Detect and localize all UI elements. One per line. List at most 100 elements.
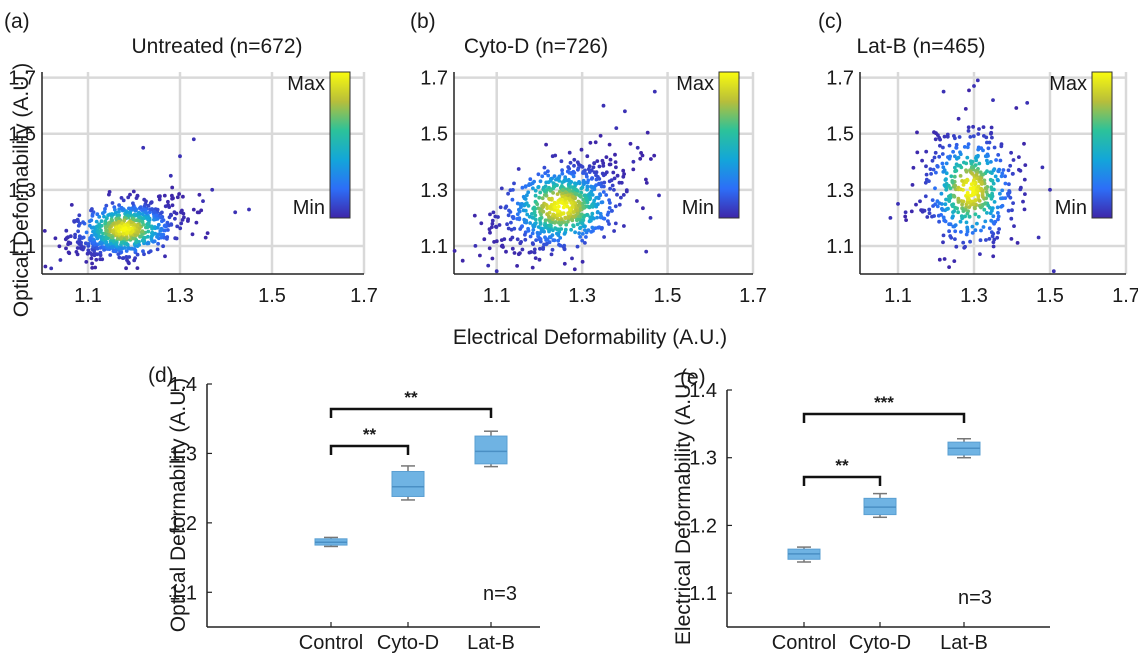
panel-b-point [587,170,592,175]
panel-c-point [924,164,928,169]
panel-a-point [146,234,150,239]
panel-b-point [545,212,550,217]
panel-b-point [615,192,619,197]
panel-a-point [103,221,107,226]
panel-c-point [924,172,929,177]
panel-b-colorbar-max-label: Max [676,73,714,95]
panel-b-point [559,221,564,225]
panel-b-point [585,184,590,189]
panel-c-point [975,78,980,83]
panel-a-point [91,237,96,242]
panel-d-y-tick-label: 1.1 [169,582,197,604]
panel-b-point [607,142,612,147]
panel-b-point [585,213,590,217]
panel-b-point [613,160,618,165]
panel-a-point [142,197,147,202]
panel-b-point [558,236,563,240]
panel-c-point [1017,155,1021,160]
panel-a-point [114,242,119,246]
panel-b-point [544,142,548,147]
panel-a-point [165,220,170,225]
panel-b-point [589,204,594,209]
panel-b-point [572,157,577,162]
panel-a-point [127,255,132,259]
panel-a-point [85,251,90,256]
panel-b-point [556,221,561,225]
panel-c-point [949,174,954,179]
panel-a-point [75,246,80,250]
panel-b-point [512,226,517,231]
panel-a-point [42,229,47,233]
panel-c-point [981,225,986,229]
panel-d-significance-bracket [329,407,493,418]
panel-c-point [941,233,946,238]
panel-b-point [584,196,589,201]
panel-c-point [942,257,947,261]
panel-b-point [615,173,620,178]
panel-b-point [580,165,585,169]
panel-b-point [515,237,520,242]
panel-a-point [121,256,126,260]
panel-b-point [571,223,575,228]
panel-b-point [506,226,511,231]
panel-b-point [556,176,560,181]
panel-c-point [998,158,1003,163]
panel-d-x-tick-label: Cyto-D [377,632,439,653]
panel-c-point [1003,181,1008,186]
panel-b-point [596,202,600,207]
panel-c-point [947,222,951,227]
panel-c-point [976,132,981,136]
panel-a-point [104,240,109,245]
panel-a-point [113,248,117,253]
panel-b-point [607,179,612,184]
panel-b-point [592,187,597,192]
panel-b-point [542,189,547,194]
panel-a-point [173,216,177,221]
panel-b-point [577,181,582,186]
panel-a-point [91,225,96,230]
panel-c-point [961,209,966,214]
panel-b-point [598,133,603,138]
panel-c-point [903,210,908,215]
panel-a-point [64,236,69,240]
panel-b-point [533,256,538,260]
panel-a-point [117,229,121,234]
panel-a-point [179,221,184,226]
panel-a-point [122,218,127,223]
panel-a-point [146,216,151,221]
panel-a-point [120,246,125,251]
panel-b-point [562,232,567,236]
panel-b-point [552,174,557,179]
panel-c-point [1011,158,1016,162]
panel-b-point [526,226,530,231]
panel-a-point [90,266,95,270]
panel-b-point [527,182,532,186]
panel-a-point [101,211,105,216]
panel-a-point [92,228,97,233]
panel-b-point [517,209,522,214]
panel-b-point [586,228,591,233]
panel-c-point [966,197,970,202]
panel-b-point [613,221,618,226]
panel-c-point [1051,269,1056,274]
panel-b-point [511,188,515,192]
panel-e-x-tick-label: Cyto-D [849,632,911,653]
panel-b-point [478,253,482,258]
panel-c-point [971,134,976,139]
panel-b-point [570,256,574,261]
panel-b-point [613,204,618,209]
panel-b-point [515,217,520,221]
panel-c-point [932,130,936,135]
panel-c-point [1048,187,1052,192]
panel-b-point [536,225,541,229]
panel-c-point [985,211,989,215]
panel-c-point [937,219,941,224]
panel-a-point [129,230,134,235]
panel-b-point [607,222,611,226]
panel-b-point [567,171,572,175]
panel-a-point [135,218,140,223]
panel-a-point [126,195,131,200]
panel-a-point [141,216,146,221]
panel-c-point [938,137,942,142]
